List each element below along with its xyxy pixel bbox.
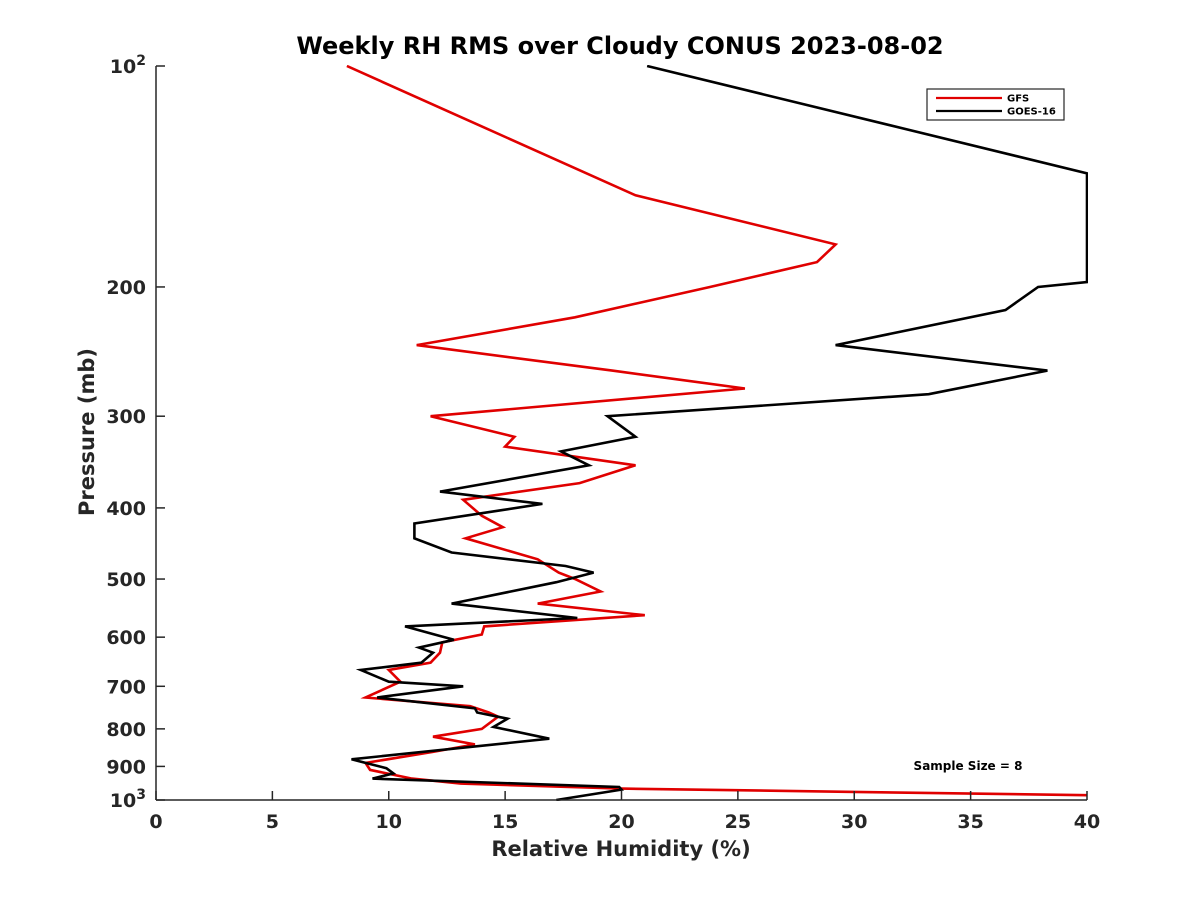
y-axis-label: Pressure (mb) — [75, 348, 99, 516]
x-tick-label: 25 — [725, 811, 751, 833]
y-tick-label: 800 — [106, 719, 146, 741]
legend-label-goes-16: GOES-16 — [1007, 107, 1056, 118]
y-tick-label: 200 — [106, 277, 146, 299]
x-tick-label: 40 — [1074, 811, 1100, 833]
sample-size-annotation: Sample Size = 8 — [914, 759, 1023, 773]
legend-label-gfs: GFS — [1007, 94, 1029, 105]
y-tick-label: 300 — [106, 406, 146, 428]
x-tick-label: 35 — [957, 811, 983, 833]
y-tick-label: 900 — [106, 756, 146, 778]
x-tick-label: 30 — [841, 811, 867, 833]
x-tick-label: 10 — [376, 811, 402, 833]
legend: GFS GOES-16 — [926, 88, 1065, 121]
series-group — [346, 65, 1088, 801]
x-tick-label: 15 — [492, 811, 518, 833]
chart-title: Weekly RH RMS over Cloudy CONUS 2023-08-… — [296, 32, 943, 60]
x-tick-label: 20 — [608, 811, 634, 833]
y-tick-label: 400 — [106, 498, 146, 520]
y-tick-label: 103 — [110, 787, 146, 812]
series-line-goes-16 — [351, 65, 1088, 801]
y-tick-label: 600 — [106, 627, 146, 649]
y-tick-label: 700 — [106, 676, 146, 698]
axes: 0 5 10 15 20 25 30 35 40 102 200 300 400 500 600 700 800… — [106, 53, 1100, 833]
y-tick-label: 102 — [110, 53, 146, 78]
x-tick-label: 0 — [149, 811, 162, 833]
plot-area — [346, 65, 1088, 801]
legend-box — [926, 88, 1065, 121]
x-axis-label: Relative Humidity (%) — [491, 837, 750, 861]
x-tick-label: 5 — [266, 811, 279, 833]
y-tick-label: 500 — [106, 569, 146, 591]
